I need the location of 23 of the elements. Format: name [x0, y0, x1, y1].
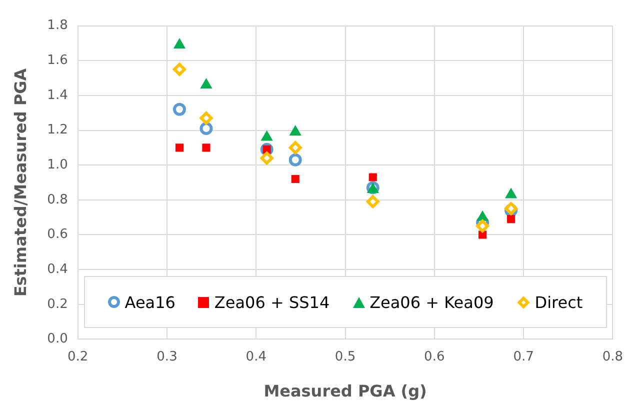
legend-label: Zea06 + SS14 [214, 292, 330, 312]
y-tick-label: 0.0 [47, 332, 68, 347]
legend-label: Zea06 + Kea09 [370, 292, 494, 312]
x-tick-label: 0.7 [513, 349, 534, 364]
y-tick-label: 0.4 [47, 262, 68, 277]
y-tick-label: 0.8 [47, 192, 68, 208]
x-tick-label: 0.4 [246, 349, 266, 364]
y-tick-label: 1.2 [47, 122, 68, 138]
x-tick-label: 0.3 [156, 349, 178, 364]
y-axis-title: Estimated/Measured PGA [10, 68, 30, 297]
x-tick-label: 0.8 [602, 349, 624, 364]
x-tick-label: 0.2 [68, 349, 88, 364]
y-tick-label: 1.4 [47, 88, 68, 103]
y-tick-label: 0.2 [47, 296, 68, 312]
legend-label: Aea16 [124, 292, 176, 312]
x-tick-label: 0.6 [424, 349, 445, 364]
y-tick-label: 1.6 [47, 52, 68, 68]
y-tick-label: 1.8 [47, 18, 68, 34]
x-tick-label: 0.5 [334, 349, 356, 364]
x-axis-title: Measured PGA (g) [264, 382, 427, 401]
y-tick-label: 1.0 [47, 157, 68, 172]
legend-label: Direct [534, 292, 583, 312]
y-tick-label: 0.6 [47, 227, 68, 242]
